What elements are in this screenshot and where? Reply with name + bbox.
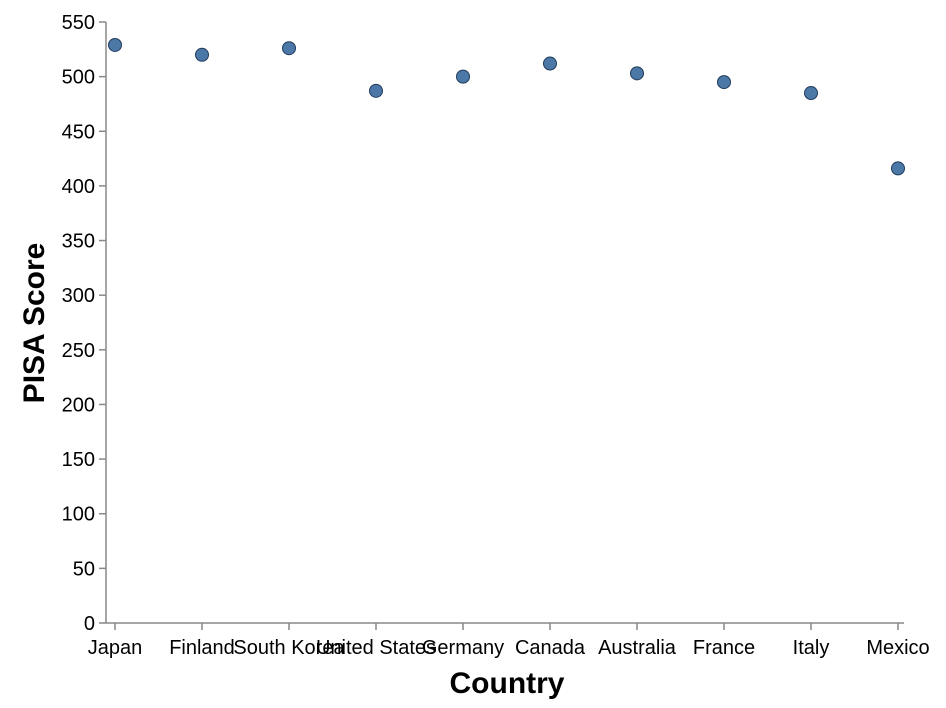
data-point bbox=[630, 66, 644, 81]
y-tick-label: 350 bbox=[62, 231, 95, 253]
y-tick-label: 0 bbox=[84, 613, 95, 635]
y-axis-title: PISA Score bbox=[18, 243, 51, 404]
y-tick-label: 250 bbox=[62, 340, 95, 362]
x-tick-label: Germany bbox=[422, 637, 504, 659]
data-points bbox=[108, 37, 905, 176]
data-point bbox=[282, 41, 296, 56]
y-tick-label: 450 bbox=[62, 121, 95, 143]
y-tick-label: 300 bbox=[62, 285, 95, 307]
x-tick-label: Australia bbox=[598, 637, 677, 659]
x-tick-label: Japan bbox=[88, 637, 143, 659]
data-point bbox=[195, 47, 209, 62]
data-point bbox=[717, 75, 731, 90]
data-point bbox=[804, 86, 818, 101]
y-tick-label: 200 bbox=[62, 394, 95, 416]
data-point bbox=[891, 161, 905, 176]
y-tick-label: 100 bbox=[62, 504, 95, 526]
y-tick-label: 400 bbox=[62, 176, 95, 198]
x-tick-label: Italy bbox=[793, 637, 830, 659]
x-tick-label: France bbox=[693, 637, 755, 659]
x-axis-title: Country bbox=[450, 667, 565, 700]
x-tick-label: Canada bbox=[515, 637, 586, 659]
x-tick-label: South Korea bbox=[233, 637, 345, 659]
y-tick-label: 50 bbox=[73, 558, 95, 580]
data-point bbox=[456, 69, 470, 84]
data-point bbox=[108, 37, 122, 52]
y-tick-label: 550 bbox=[62, 12, 95, 34]
data-point bbox=[543, 56, 557, 71]
data-point bbox=[369, 83, 383, 98]
y-axis: 0 50 100 150 200 250 300 350 400 450 500 550 bbox=[62, 12, 107, 635]
y-tick-label: 500 bbox=[62, 67, 95, 89]
x-tick-label: Mexico bbox=[866, 637, 929, 659]
x-tick-label: Finland bbox=[169, 637, 235, 659]
y-tick-label: 150 bbox=[62, 449, 95, 471]
x-tick-label: United States bbox=[316, 637, 436, 659]
